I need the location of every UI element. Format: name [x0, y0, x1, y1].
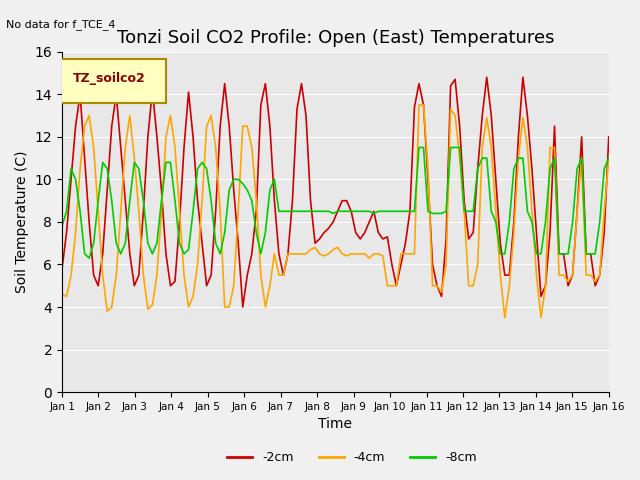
FancyBboxPatch shape — [56, 59, 166, 103]
-2cm — [573, 208, 581, 214]
-2cm — [361, 230, 369, 236]
-4cm — [596, 272, 604, 278]
-2cm — [239, 304, 246, 310]
-8cm — [189, 208, 197, 214]
-2cm — [483, 74, 491, 80]
Text: TZ_soilco2: TZ_soilco2 — [73, 72, 146, 85]
Title: Tonzi Soil CO2 Profile: Open (East) Temperatures: Tonzi Soil CO2 Profile: Open (East) Temp… — [116, 29, 554, 48]
-8cm — [596, 219, 604, 225]
-8cm — [411, 208, 419, 214]
-2cm — [58, 266, 66, 272]
-2cm — [596, 272, 604, 278]
-4cm — [501, 315, 509, 321]
-4cm — [605, 155, 612, 161]
-2cm — [234, 240, 242, 246]
-8cm — [415, 144, 423, 150]
Y-axis label: Soil Temperature (C): Soil Temperature (C) — [15, 151, 29, 293]
X-axis label: Time: Time — [318, 418, 353, 432]
-4cm — [406, 251, 414, 257]
-4cm — [573, 208, 581, 214]
-2cm — [185, 89, 193, 95]
-8cm — [605, 155, 612, 161]
Line: -2cm: -2cm — [62, 77, 609, 307]
-8cm — [573, 166, 581, 172]
-4cm — [415, 102, 423, 108]
-8cm — [85, 255, 93, 261]
-4cm — [234, 208, 242, 214]
Line: -4cm: -4cm — [62, 105, 609, 318]
-8cm — [361, 208, 369, 214]
-8cm — [239, 181, 246, 187]
-4cm — [185, 304, 193, 310]
Legend: -2cm, -4cm, -8cm: -2cm, -4cm, -8cm — [222, 446, 482, 469]
-8cm — [58, 223, 66, 229]
-4cm — [356, 251, 364, 257]
Line: -8cm: -8cm — [62, 147, 609, 258]
Text: No data for f_TCE_4: No data for f_TCE_4 — [6, 19, 116, 30]
-2cm — [411, 104, 419, 110]
-4cm — [58, 291, 66, 297]
-2cm — [605, 134, 612, 140]
